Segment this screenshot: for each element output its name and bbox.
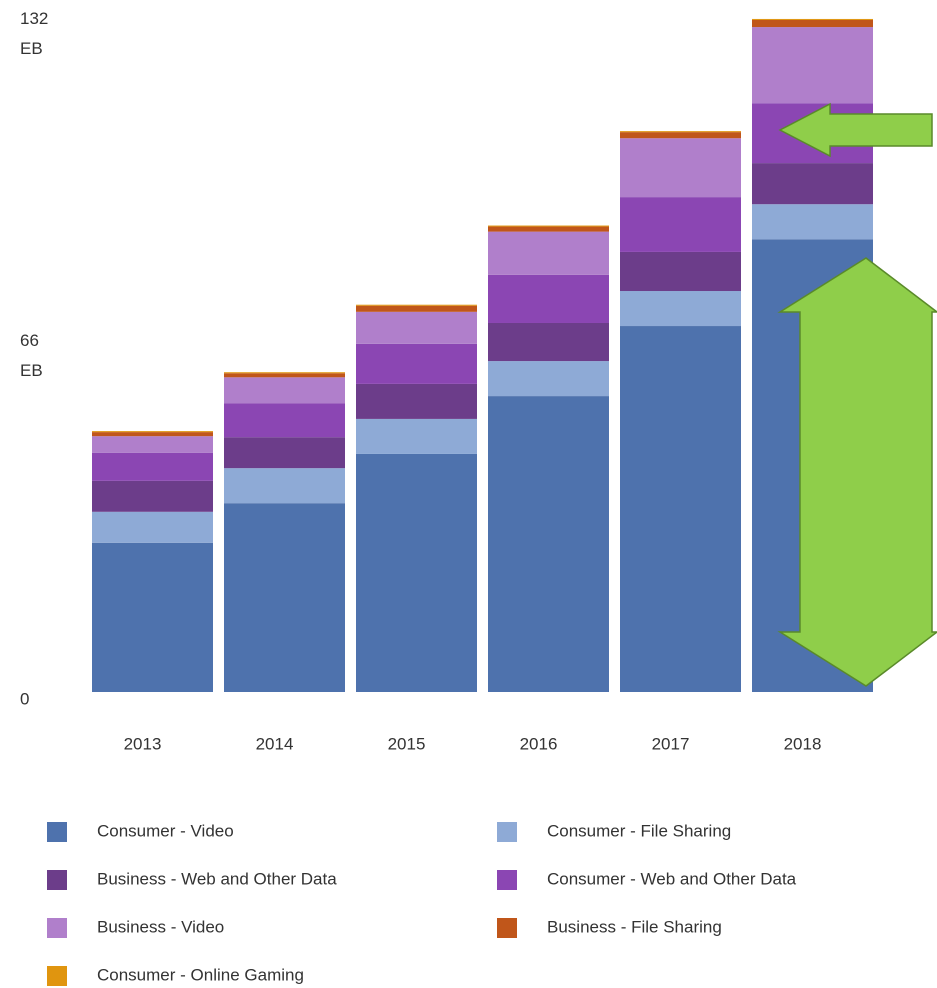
bar-segment [224,403,345,438]
legend-swatch [497,822,517,842]
bar-segment [224,372,345,374]
y-tick-label: 132 EB [20,9,48,58]
bar-segment [224,468,345,504]
bar-segment [224,437,345,469]
x-tick-label: 2017 [652,734,690,753]
y-tick-label: 66 EB [20,331,43,380]
annotation-arrow [777,257,937,687]
bar-segment [356,311,477,344]
bar-segment [488,231,609,275]
bar-segment [92,542,213,692]
bar-segment [620,197,741,252]
legend-item: Consumer - File Sharing [497,821,731,842]
bar-segment [92,480,213,512]
bar-segment [92,432,213,437]
bar-segment [620,326,741,692]
y-tick: 0 [20,689,29,708]
y-tick-label: 0 [20,689,29,708]
bar-segment [488,274,609,323]
legend-label: Business - Video [97,917,224,936]
x-tick-label: 2013 [124,734,162,753]
bar-segment [224,373,345,378]
x-tick-label: 2018 [784,734,822,753]
x-tick-label: 2015 [388,734,426,753]
bar-segment [356,453,477,692]
legend-label: Consumer - Online Gaming [97,965,304,984]
bar-segment [92,511,213,543]
legend-swatch [497,870,517,890]
bar-segment [92,431,213,433]
legend-item: Consumer - Video [47,821,234,842]
bar-segment [620,132,741,139]
bar-segment [356,418,477,454]
legend-label: Business - File Sharing [547,917,722,936]
legend-label: Consumer - Web and Other Data [547,869,797,888]
bar-segment [620,291,741,327]
bar-segment [488,396,609,692]
legend-swatch [497,918,517,938]
bar-segment [620,138,741,198]
plot-area: 0 66 EB 132 EB 2013 2014 2015 2016 2017 2018 Consum… [20,9,873,986]
bar-segment [488,361,609,397]
annotation-arrow [778,102,933,158]
x-tick-label: 2014 [256,734,294,753]
annotations [777,102,937,687]
bar-segment [224,377,345,404]
legend-item: Business - Web and Other Data [47,869,337,890]
bar-segment [488,225,609,227]
legend-item: Business - Video [47,917,224,938]
legend-label: Consumer - File Sharing [547,821,731,840]
legend-label: Consumer - Video [97,821,234,840]
bar-segment [356,305,477,312]
legend-item: Business - File Sharing [497,917,722,938]
bar-segment [92,452,213,481]
bar-segment [752,163,873,205]
bar-segment [752,18,873,20]
bar-segment [356,383,477,419]
legend-item: Consumer - Web and Other Data [497,869,797,890]
legend-label: Business - Web and Other Data [97,869,337,888]
legend-swatch [47,966,67,986]
x-tick-label: 2016 [520,734,558,753]
bar-segment [224,503,345,692]
bar-segment [488,322,609,362]
bar-segment [752,27,873,104]
bar-segment [356,304,477,306]
bar-segment [620,251,741,292]
bar-segment [752,19,873,28]
bar-segment [356,343,477,384]
bar-segment [620,131,741,133]
bar-segment [92,436,213,453]
y-tick: 66 EB [20,331,43,380]
legend-item: Consumer - Online Gaming [47,965,304,986]
bar-segment [488,226,609,232]
legend-swatch [47,918,67,938]
legend-swatch [47,822,67,842]
bar-segment [752,204,873,240]
y-tick: 132 EB [20,9,48,58]
legend-swatch [47,870,67,890]
